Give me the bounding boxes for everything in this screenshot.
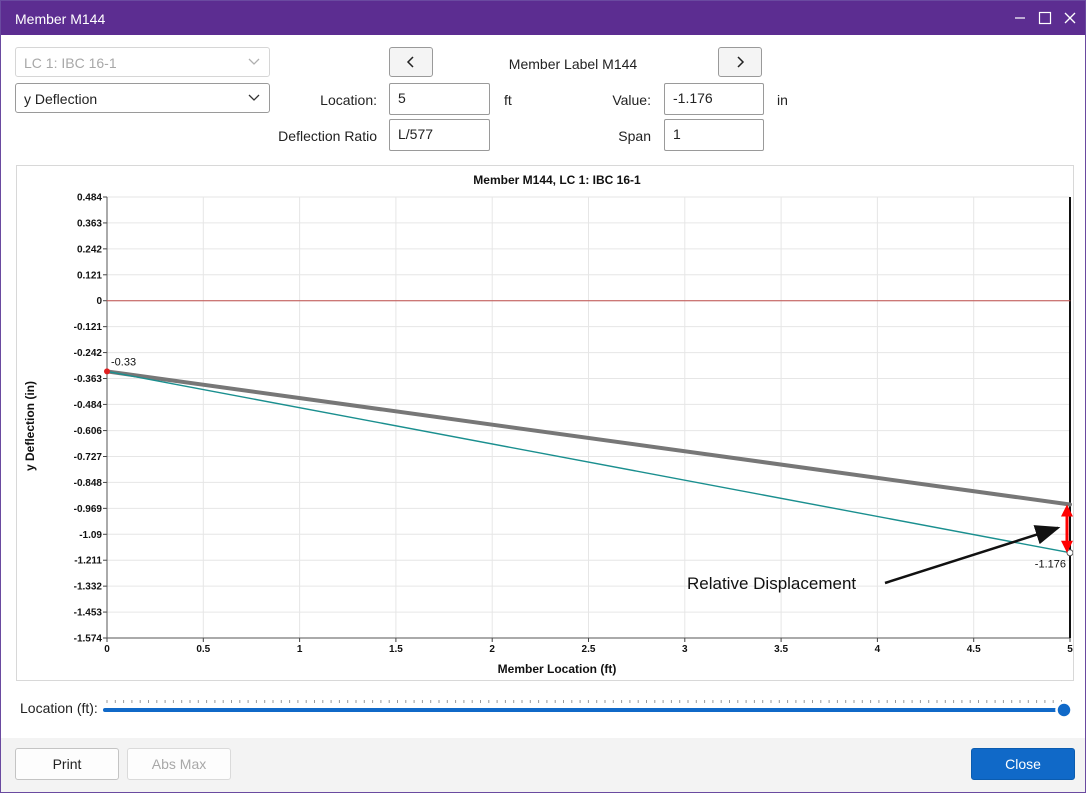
x-tick-label: 3.5 [774, 644, 788, 655]
y-tick-label: -1.211 [74, 556, 102, 567]
y-tick-label: -0.848 [74, 478, 103, 489]
displacement-arrow-top-head [1061, 504, 1073, 517]
chart-title: Member M144, LC 1: IBC 16-1 [473, 173, 641, 187]
chevron-down-icon [248, 94, 260, 101]
value-unit: in [777, 92, 788, 108]
annotation-layer: Relative Displacement [687, 504, 1073, 593]
annotation-text: Relative Displacement [687, 574, 856, 593]
location-label: Location: [320, 92, 377, 108]
y-tick-label: -0.969 [74, 504, 103, 515]
close-window-icon[interactable] [1057, 1, 1083, 35]
y-tick-label: -1.332 [74, 582, 103, 593]
series-lines [104, 300, 1074, 557]
y-tick-label: -0.606 [74, 426, 103, 437]
x-tick-label: 0 [104, 644, 110, 655]
y-axis-label: y Deflection (in) [23, 381, 37, 471]
previous-member-button[interactable] [389, 47, 433, 77]
y-tick-label: 0 [96, 296, 102, 307]
chart-canvas: Member M144, LC 1: IBC 16-1 Member Locat… [23, 173, 1074, 676]
span-label: Span [618, 128, 651, 144]
series-line-2 [106, 370, 1071, 554]
tick-labels: 0.4840.3630.2420.1210-0.121-0.242-0.363-… [74, 193, 1074, 656]
deflection-chart: Member M144, LC 1: IBC 16-1 Member Locat… [16, 165, 1074, 681]
y-tick-label: -0.242 [74, 348, 103, 359]
location-input[interactable]: 5 [389, 83, 490, 115]
y-tick-label: 0.121 [77, 270, 102, 281]
location-slider-area: Location (ft): [1, 690, 1085, 730]
x-tick-label: 5 [1067, 644, 1073, 655]
x-tick-label: 1 [297, 644, 303, 655]
window-title: Member M144 [15, 11, 106, 27]
result-type-value: y Deflection [24, 91, 98, 107]
slider-thumb[interactable] [1055, 701, 1073, 719]
start-point-marker [104, 368, 110, 375]
end-value-label: -1.176 [1035, 559, 1066, 571]
y-tick-label: -0.484 [74, 400, 103, 411]
x-tick-label: 2.5 [582, 644, 596, 655]
value-input[interactable]: -1.176 [664, 83, 764, 115]
load-case-dropdown: LC 1: IBC 16-1 [15, 47, 270, 77]
chevron-down-icon [248, 58, 260, 65]
x-axis-label: Member Location (ft) [498, 662, 617, 676]
y-tick-label: 0.363 [77, 218, 102, 229]
y-tick-label: -0.727 [74, 452, 103, 463]
dialog-content: LC 1: IBC 16-1 y Deflection Member Label… [1, 35, 1085, 738]
deflection-ratio-input[interactable]: L/577 [389, 119, 490, 151]
value-label: Value: [612, 92, 651, 108]
location-unit: ft [504, 92, 512, 108]
title-bar: Member M144 [1, 1, 1085, 35]
x-tick-label: 2 [489, 644, 495, 655]
slider-ticks [106, 700, 1062, 703]
y-tick-label: -0.121 [74, 322, 103, 333]
grid-lines [103, 196, 1071, 642]
slider-label: Location (ft): [20, 700, 98, 716]
y-tick-label: -1.574 [74, 634, 103, 645]
load-case-value: LC 1: IBC 16-1 [24, 55, 117, 71]
y-tick-label: 0.484 [77, 193, 102, 204]
x-tick-label: 4.5 [967, 644, 981, 655]
chevron-right-icon [737, 56, 745, 68]
deflection-ratio-label: Deflection Ratio [278, 128, 377, 144]
span-input[interactable]: 1 [664, 119, 764, 151]
x-tick-label: 1.5 [389, 644, 403, 655]
minimize-icon[interactable] [1007, 1, 1033, 35]
member-label: Member Label M144 [508, 56, 638, 72]
close-button[interactable]: Close [971, 748, 1075, 780]
series-line-1 [105, 369, 1072, 507]
maximize-icon[interactable] [1032, 1, 1058, 35]
displacement-arrow-bottom-head [1061, 540, 1073, 553]
y-tick-label: -0.363 [74, 374, 103, 385]
x-tick-label: 3 [682, 644, 688, 655]
x-tick-label: 4 [875, 644, 881, 655]
abs-max-button: Abs Max [127, 748, 231, 780]
chevron-left-icon [406, 56, 414, 68]
location-slider[interactable] [1, 690, 1085, 730]
annotation-arrow [884, 525, 1061, 585]
y-tick-label: -1.09 [79, 530, 102, 541]
start-value-label: -0.33 [111, 356, 136, 368]
y-tick-label: 0.242 [77, 244, 102, 255]
print-button[interactable]: Print [15, 748, 119, 780]
dialog-footer: Print Abs Max Close [1, 738, 1085, 792]
y-tick-label: -1.453 [74, 608, 103, 619]
result-type-dropdown[interactable]: y Deflection [15, 83, 270, 113]
x-tick-label: 0.5 [196, 644, 210, 655]
next-member-button[interactable] [718, 47, 762, 77]
